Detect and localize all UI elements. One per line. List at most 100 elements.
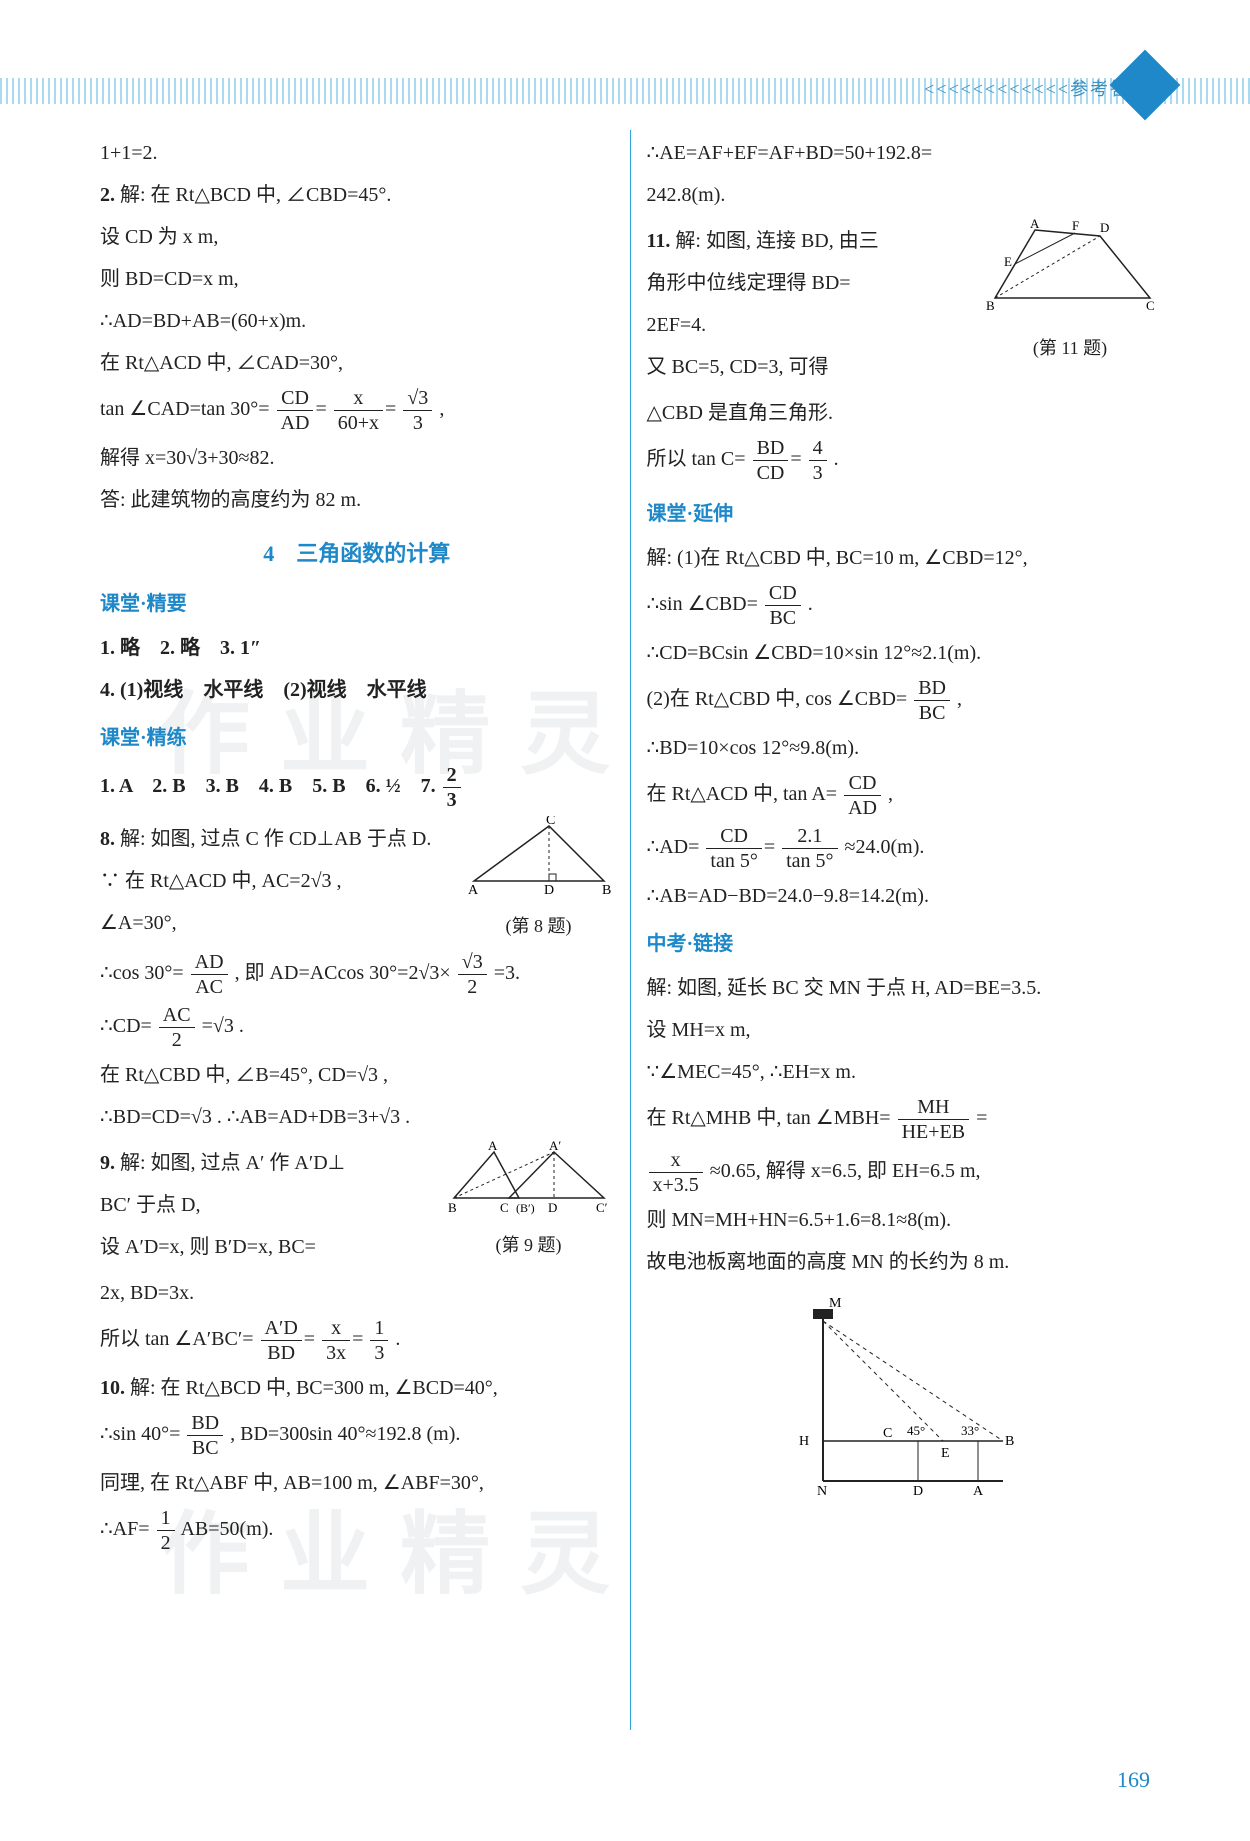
figure-8: A B C D (第 8 题)	[464, 816, 614, 943]
text: ∴BD=10×cos 12°≈9.8(m).	[647, 729, 1161, 767]
figure-bottom: M H C 45° E 33° B N D A	[647, 1291, 1161, 1514]
svg-text:E: E	[941, 1446, 950, 1461]
fraction: ADAC	[191, 950, 228, 999]
q-number: 11.	[647, 230, 676, 252]
q-number: 10.	[100, 1377, 130, 1399]
text: 故电池板离地面的高度 MN 的长约为 8 m.	[647, 1243, 1161, 1281]
text: 所以 tan ∠A′BC′=	[100, 1328, 254, 1350]
text: ∴cos 30°=	[100, 962, 184, 984]
denominator: 2	[157, 1531, 175, 1555]
svg-text:C: C	[1146, 298, 1155, 313]
svg-text:33°: 33°	[961, 1423, 979, 1438]
numerator: 1	[157, 1506, 175, 1531]
denominator: BC	[914, 701, 950, 725]
text: .	[395, 1328, 400, 1350]
fraction: MHHE+EB	[898, 1095, 970, 1144]
fraction: AC2	[159, 1003, 195, 1052]
denominator: AD	[844, 796, 881, 820]
text: 解: 在 Rt△BCD 中, ∠CBD=45°.	[120, 184, 391, 206]
equation: 所以 tan ∠A′BC′= A′DBD= x3x= 13 .	[100, 1316, 614, 1365]
equation: 在 Rt△ACD 中, tan A= CDAD ,	[647, 771, 1161, 820]
denominator: 2	[159, 1028, 195, 1052]
numerator: BD	[914, 676, 950, 701]
denominator: HE+EB	[898, 1120, 970, 1144]
text: ∴AF=	[100, 1518, 150, 1540]
svg-text:H: H	[799, 1434, 809, 1449]
denominator: tan 5°	[706, 849, 761, 873]
text: 在 Rt△ACD 中, tan A=	[647, 783, 838, 805]
numerator: 4	[809, 436, 827, 461]
svg-text:(B′): (B′)	[516, 1201, 535, 1215]
text: BC′ 于点 D,	[100, 1186, 438, 1224]
text: , BD=300sin 40°≈192.8 (m).	[230, 1423, 460, 1445]
text: 解: (1)在 Rt△CBD 中, BC=10 m, ∠CBD=12°,	[647, 539, 1161, 577]
answers-row: 4. (1)视线 水平线 (2)视线 水平线	[100, 671, 614, 709]
svg-text:D: D	[913, 1484, 923, 1499]
text: 又 BC=5, CD=3, 可得	[647, 348, 975, 386]
text: 1+1=2.	[100, 134, 614, 172]
text: ≈0.65, 解得 x=6.5, 即 EH=6.5 m,	[710, 1160, 981, 1182]
svg-text:B: B	[602, 883, 611, 896]
fraction: 12	[157, 1506, 175, 1555]
triangle-icon: A B C D	[464, 816, 614, 896]
text: ,	[888, 783, 893, 805]
answers-row: 1. 略 2. 略 3. 1″	[100, 629, 614, 667]
text: ,	[957, 688, 962, 710]
text: 设 CD 为 x m,	[100, 218, 614, 256]
text: ∴CD=BCsin ∠CBD=10×sin 12°≈2.1(m).	[647, 634, 1161, 672]
text: 解得 x=30√3+30≈82.	[100, 439, 614, 477]
equation: 在 Rt△MHB 中, tan ∠MBH= MHHE+EB =	[647, 1095, 1161, 1144]
text: 2EF=4.	[647, 306, 975, 344]
svg-text:B: B	[448, 1200, 457, 1215]
denominator: 3	[370, 1341, 388, 1365]
numerator: 2.1	[782, 824, 837, 849]
header-diamond-icon	[1110, 50, 1181, 121]
subheading: 课堂·精要	[100, 585, 614, 623]
numerator: CD	[277, 386, 314, 411]
fraction: √32	[458, 950, 487, 999]
fraction: x60+x	[334, 386, 383, 435]
text: ∴AB=AD−BD=24.0−9.8=14.2(m).	[647, 877, 1161, 915]
text: , 即 AD=ACcos 30°=2√3×	[235, 962, 451, 984]
text: (2)在 Rt△CBD 中, cos ∠CBD=	[647, 688, 908, 710]
svg-text:D: D	[548, 1200, 557, 1215]
subheading: 中考·链接	[647, 925, 1161, 963]
figure-caption: (第 9 题)	[444, 1228, 614, 1262]
numerator: A′D	[261, 1316, 302, 1341]
text: 则 MN=MH+HN=6.5+1.6=8.1≈8(m).	[647, 1201, 1161, 1239]
denominator: 60+x	[334, 411, 383, 435]
fraction: √33	[403, 386, 432, 435]
numerator: AD	[191, 950, 228, 975]
fraction: CDBC	[765, 581, 801, 630]
subheading: 课堂·延伸	[647, 495, 1161, 533]
numerator: BD	[753, 436, 789, 461]
numerator: MH	[898, 1095, 970, 1120]
text: 解: 如图, 连接 BD, 由三	[675, 230, 878, 252]
text: 同理, 在 Rt△ABF 中, AB=100 m, ∠ABF=30°,	[100, 1464, 614, 1502]
svg-text:N: N	[817, 1484, 827, 1499]
numerator: CD	[765, 581, 801, 606]
text: 则 BD=CD=x m,	[100, 260, 614, 298]
text: 解: 如图, 过点 C 作 CD⊥AB 于点 D.	[120, 828, 431, 850]
svg-text:C′: C′	[596, 1200, 608, 1215]
equation: (2)在 Rt△CBD 中, cos ∠CBD= BDBC ,	[647, 676, 1161, 725]
numerator: √3	[403, 386, 432, 411]
section-title: 4 三角函数的计算	[100, 533, 614, 575]
answers-row: 1. A 2. B 3. B 4. B 5. B 6. ½ 7. 23	[100, 763, 614, 812]
text: ∴sin 40°=	[100, 1423, 180, 1445]
column-divider	[630, 130, 631, 1730]
text: ≈24.0(m).	[845, 836, 925, 858]
denominator: 3	[403, 411, 432, 435]
text: 解: 如图, 延长 BC 交 MN 于点 H, AD=BE=3.5.	[647, 969, 1161, 1007]
svg-text:M: M	[829, 1296, 842, 1311]
denominator: tan 5°	[782, 849, 837, 873]
equation: tan ∠CAD=tan 30°= CDAD= x60+x= √33 ,	[100, 386, 614, 435]
text: 所以 tan C=	[647, 448, 746, 470]
figure-caption: (第 8 题)	[464, 909, 614, 943]
text: ∴BD=CD=√3 . ∴AB=AD+DB=3+√3 .	[100, 1098, 614, 1136]
numerator: x	[649, 1148, 703, 1173]
text: 在 Rt△ACD 中, ∠CAD=30°,	[100, 344, 614, 382]
numerator: 2	[443, 763, 461, 788]
fraction: xx+3.5	[649, 1148, 703, 1197]
text: 在 Rt△MHB 中, tan ∠MBH=	[647, 1107, 891, 1129]
